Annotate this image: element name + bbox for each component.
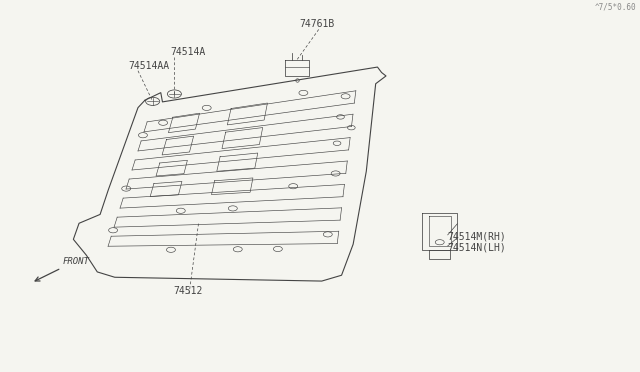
Text: 74512: 74512	[173, 286, 202, 296]
Text: ^7/5*0.60: ^7/5*0.60	[595, 3, 636, 12]
Text: 74761B: 74761B	[300, 19, 335, 29]
Text: 74514M(RH): 74514M(RH)	[448, 231, 506, 241]
Text: FRONT: FRONT	[63, 257, 90, 266]
Text: 74514N(LH): 74514N(LH)	[448, 242, 506, 252]
Text: 74514AA: 74514AA	[129, 61, 170, 71]
Text: 74514A: 74514A	[170, 47, 205, 57]
